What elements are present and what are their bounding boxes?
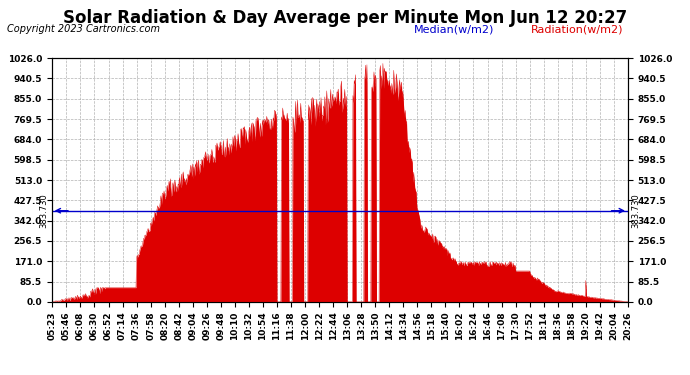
Text: Radiation(w/m2): Radiation(w/m2) (531, 24, 624, 34)
Text: Solar Radiation & Day Average per Minute Mon Jun 12 20:27: Solar Radiation & Day Average per Minute… (63, 9, 627, 27)
Text: Median(w/m2): Median(w/m2) (414, 24, 494, 34)
Text: 383.730: 383.730 (631, 194, 640, 228)
Text: 383.730: 383.730 (39, 194, 48, 228)
Text: Copyright 2023 Cartronics.com: Copyright 2023 Cartronics.com (7, 24, 160, 34)
